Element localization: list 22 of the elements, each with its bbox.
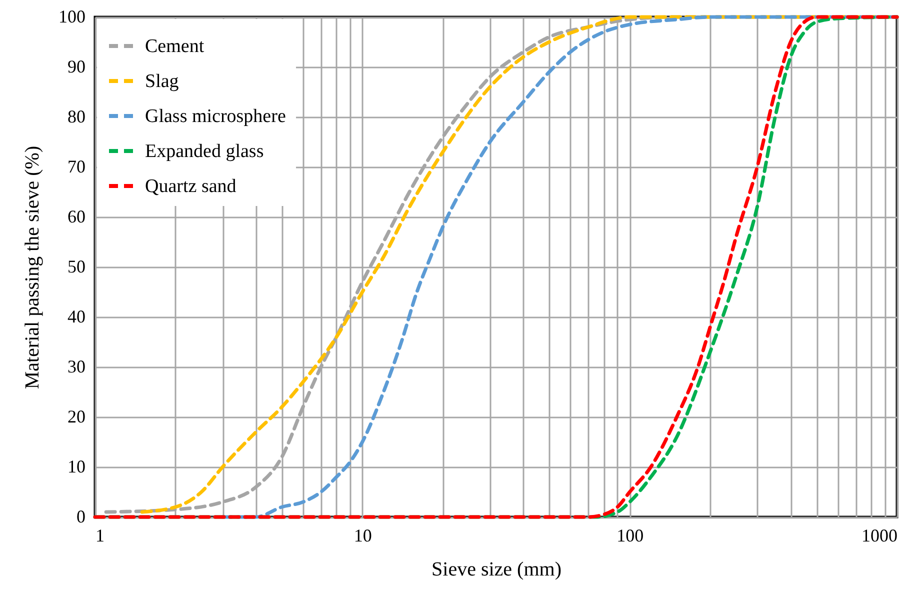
legend-label: Quartz sand — [145, 176, 237, 197]
y-tick-label: 70 — [68, 156, 86, 176]
legend-label: Expanded glass — [145, 141, 264, 162]
y-tick-label: 30 — [68, 356, 86, 376]
y-tick-label: 20 — [68, 406, 86, 426]
x-tick-label: 1000 — [862, 526, 898, 546]
y-tick-label: 50 — [68, 256, 86, 276]
x-axis-title: Sieve size (mm) — [432, 558, 562, 580]
x-tick-label: 100 — [616, 526, 644, 546]
x-tick-label: 10 — [354, 526, 372, 546]
y-tick-label: 80 — [68, 106, 86, 126]
y-tick-label: 10 — [68, 456, 86, 476]
y-tick-label: 40 — [68, 306, 86, 326]
legend-label: Cement — [145, 36, 205, 57]
legend-label: Glass microsphere — [145, 106, 286, 127]
y-tick-label: 0 — [76, 506, 86, 526]
x-tick-label: 1 — [96, 526, 104, 546]
y-tick-label: 100 — [58, 6, 86, 26]
y-tick-label: 90 — [68, 56, 86, 76]
y-tick-label: 60 — [68, 206, 86, 226]
legend-label: Slag — [145, 71, 180, 92]
y-axis-title: Material passing the sieve (%) — [22, 146, 44, 390]
